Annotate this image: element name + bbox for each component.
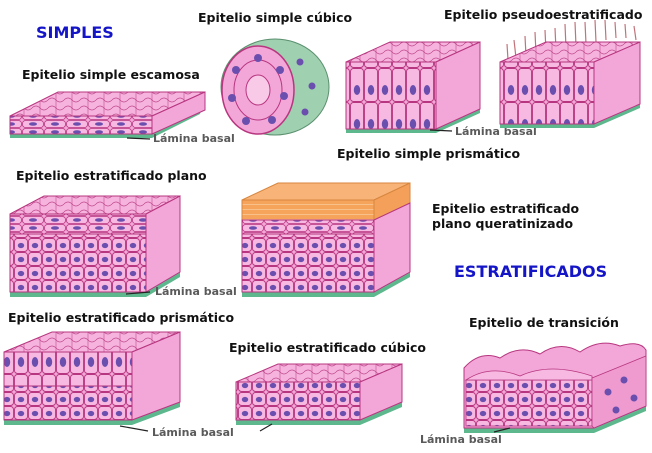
label-simple-columnar: Epitelio simple prismático	[337, 146, 521, 161]
label-basal-lamina: Lámina basal	[153, 132, 235, 145]
label-basal-lamina: Lámina basal	[420, 433, 502, 446]
pseudostratified-illustration	[499, 19, 641, 128]
label-keratinized-line1: Epitelio estratificado	[432, 201, 580, 216]
label-basal-lamina: Lámina basal	[152, 426, 234, 439]
leader-line	[119, 425, 149, 432]
label-keratinized-line2: plano queratinizado	[432, 216, 574, 231]
label-stratified-cuboidal: Epitelio estratificado cúbico	[229, 340, 426, 355]
label-transitional: Epitelio de transición	[469, 315, 619, 330]
label-basal-lamina: Lámina basal	[155, 285, 237, 298]
keratinized-illustration	[241, 182, 411, 297]
stratified-squamous-illustration	[9, 195, 181, 297]
label-basal-lamina: Lámina basal	[455, 125, 537, 138]
transitional-illustration	[463, 342, 647, 433]
stratified-columnar-illustration	[3, 331, 181, 425]
heading-simple: SIMPLES	[36, 23, 114, 42]
label-stratified-columnar: Epitelio estratificado prismático	[8, 310, 234, 325]
label-stratified-squamous: Epitelio estratificado plano	[16, 168, 207, 183]
simple-columnar-illustration	[345, 41, 481, 133]
leader-line	[429, 129, 453, 132]
label-simple-squamous: Epitelio simple escamosa	[22, 67, 200, 82]
leader-line	[259, 423, 273, 432]
simple-cuboidal-illustration	[220, 38, 330, 136]
simple-squamous-illustration	[9, 91, 206, 138]
leader-line	[493, 427, 511, 433]
label-simple-cuboidal: Epitelio simple cúbico	[198, 10, 352, 25]
leader-line	[125, 291, 151, 295]
stratified-cuboidal-illustration	[235, 363, 403, 425]
label-pseudostratified: Epitelio pseudoestratificado	[444, 7, 643, 22]
leader-line	[126, 137, 151, 140]
heading-stratified: ESTRATIFICADOS	[454, 262, 607, 281]
